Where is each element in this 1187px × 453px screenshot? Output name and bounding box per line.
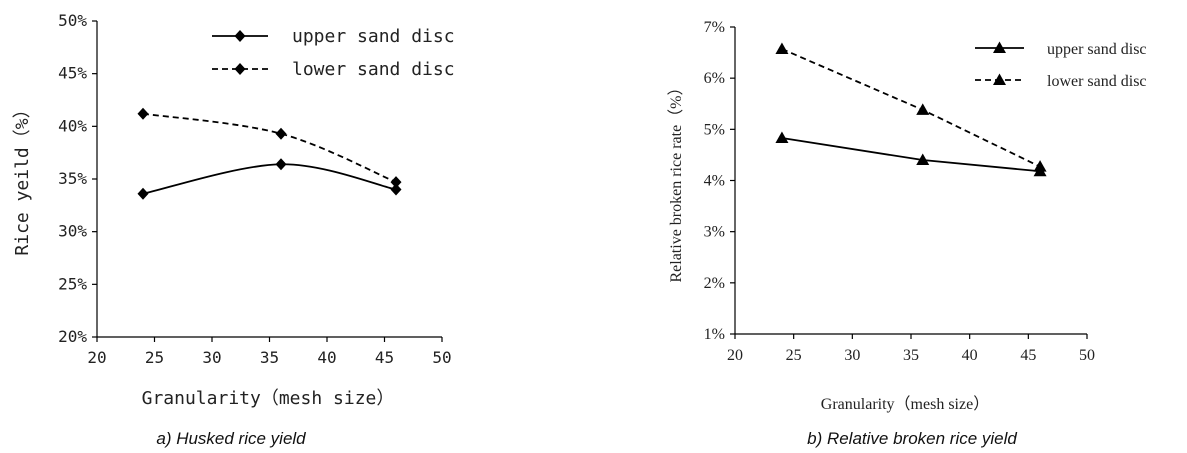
x-tick-label: 40 <box>317 348 336 367</box>
y-tick-label: 1% <box>704 326 725 343</box>
y-tick-label: 45% <box>58 64 87 83</box>
data-point <box>275 127 287 140</box>
x-axis-label: Granularity（mesh size） <box>142 388 395 409</box>
y-tick-label: 50% <box>58 11 87 30</box>
chart-panel-a: 20% 25% 30% 35% 40% 45% 50% 20 25 30 35 40 45 50 Granu… <box>12 11 455 448</box>
legend-marker <box>993 73 1006 85</box>
data-point <box>775 131 789 144</box>
figure-caption: b) Relative broken rice yield <box>807 429 1017 448</box>
x-tick-label: 35 <box>260 348 279 367</box>
x-tick-label: 45 <box>1020 347 1036 364</box>
data-point <box>137 187 149 200</box>
x-tick-label: 20 <box>727 347 743 364</box>
legend-label: upper sand disc <box>292 26 455 47</box>
series-line <box>142 163 397 195</box>
x-tick-label: 25 <box>145 348 164 367</box>
y-tick-label: 40% <box>58 116 87 135</box>
y-tick-label: 3% <box>704 224 725 241</box>
data-point <box>916 153 930 166</box>
legend-label: upper sand disc <box>1047 41 1147 58</box>
series-line <box>781 137 1041 173</box>
data-point <box>775 42 789 55</box>
legend-marker <box>234 30 246 42</box>
x-tick-label: 25 <box>786 347 802 364</box>
data-point <box>390 176 402 189</box>
data-point <box>137 107 149 120</box>
series-upper <box>137 158 402 200</box>
x-tick-label: 20 <box>87 348 106 367</box>
y-tick-label: 2% <box>704 275 725 292</box>
x-tick-label: 30 <box>202 348 221 367</box>
series-upper <box>775 131 1047 177</box>
x-tick-label: 30 <box>844 347 860 364</box>
series-lower <box>137 107 402 189</box>
y-tick-label: 5% <box>704 121 725 138</box>
legend-marker <box>993 41 1006 53</box>
y-tick-label: 4% <box>704 173 725 190</box>
series-line <box>781 48 1041 168</box>
x-tick-label: 45 <box>375 348 394 367</box>
data-point <box>916 103 930 115</box>
y-tick-label: 30% <box>58 222 87 241</box>
y-tick-label: 6% <box>704 70 725 87</box>
figure-caption: a) Husked rice yield <box>156 429 306 448</box>
legend-marker <box>234 63 246 75</box>
series-line <box>142 112 397 183</box>
x-tick-label: 40 <box>962 347 978 364</box>
series-lower <box>775 42 1047 172</box>
y-tick-label: 7% <box>704 19 725 36</box>
legend-label: lower sand disc <box>292 59 455 80</box>
y-tick-label: 35% <box>58 169 87 188</box>
data-point <box>390 183 402 196</box>
x-axis-label: Granularity（mesh size） <box>821 395 989 413</box>
data-point <box>275 158 287 171</box>
x-tick-label: 50 <box>432 348 451 367</box>
y-axis-label: Relative broken rice rate（%） <box>667 79 685 282</box>
y-axis-label: Rice yeild（%） <box>12 100 33 255</box>
data-point <box>1033 160 1047 172</box>
y-tick-label: 25% <box>58 274 87 293</box>
x-tick-label: 50 <box>1079 347 1095 364</box>
x-tick-label: 35 <box>903 347 919 364</box>
y-tick-label: 20% <box>58 327 87 346</box>
legend-label: lower sand disc <box>1047 73 1147 90</box>
chart-panel-b: 1% 2% 3% 4% 5% 6% 7% 20 25 30 35 40 45 50 Granularity（… <box>667 19 1147 448</box>
